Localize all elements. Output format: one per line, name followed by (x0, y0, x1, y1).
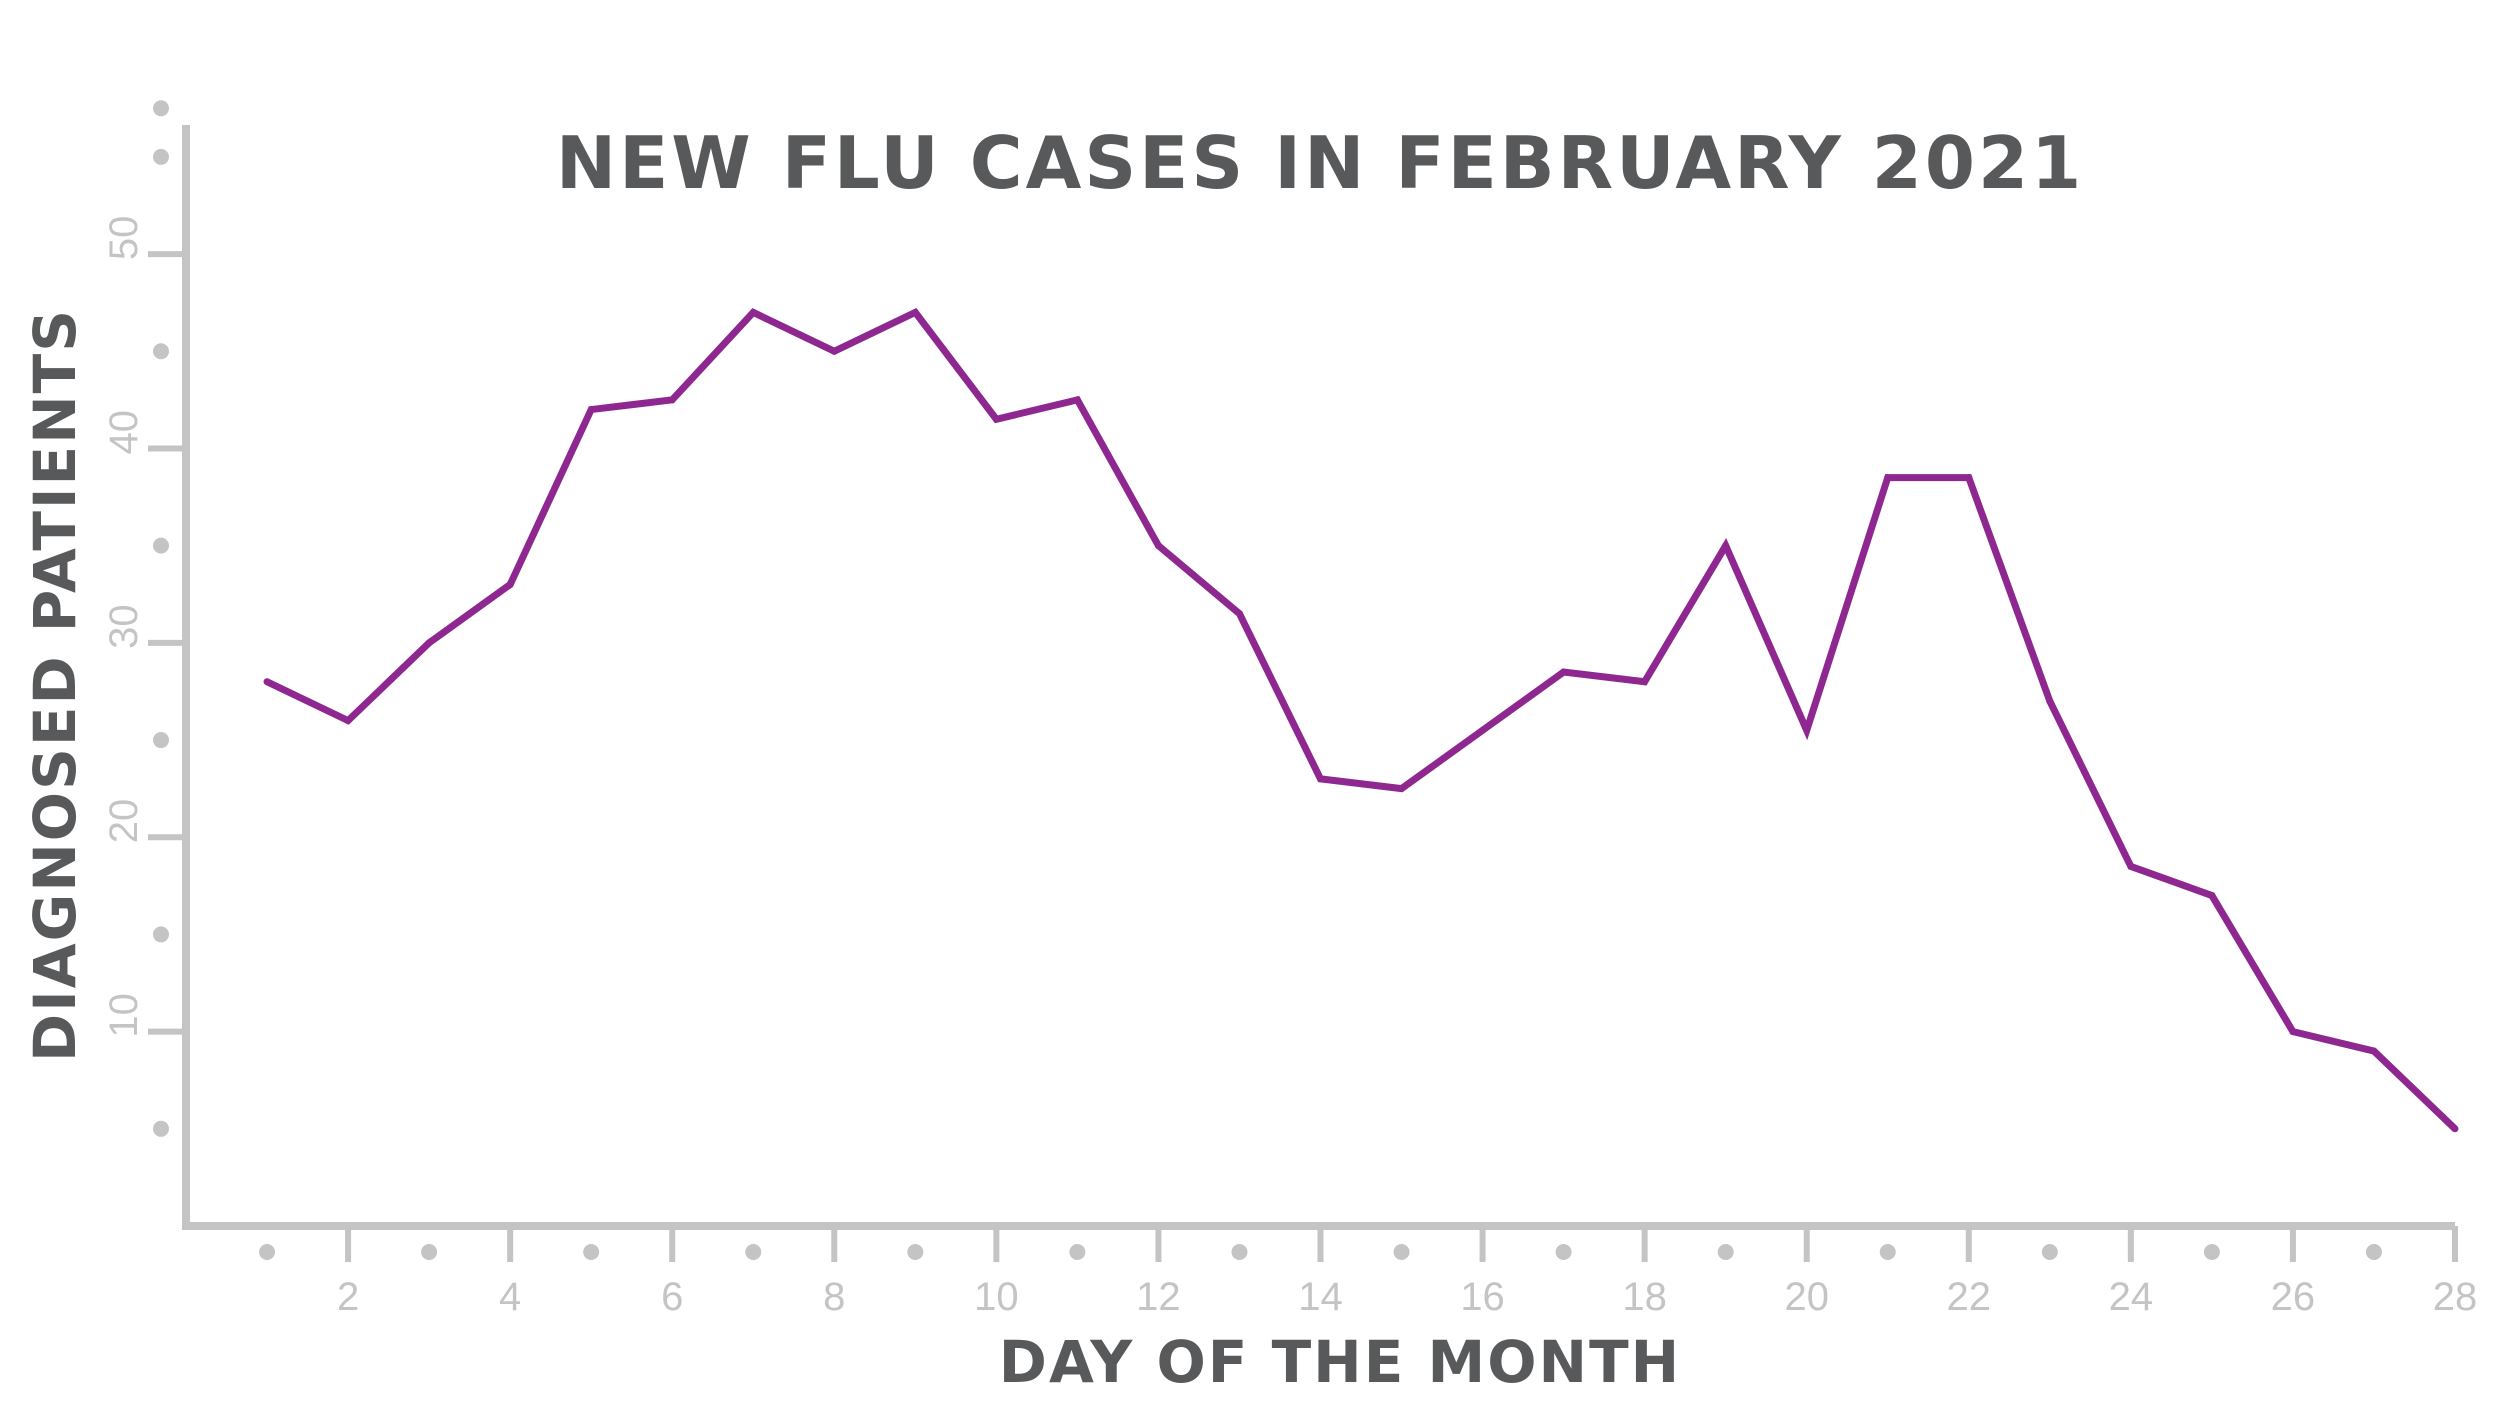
x-tick-dot (2365, 1244, 2382, 1260)
data-point (1641, 678, 1649, 686)
axes (182, 125, 2455, 1230)
data-points (263, 308, 2459, 1133)
x-tick-label: 8 (823, 1275, 845, 1319)
x-tick-label: 14 (1298, 1275, 1343, 1319)
y-tick-label: 20 (102, 799, 146, 844)
x-tick-dot (1069, 1244, 1086, 1260)
data-point (587, 406, 595, 414)
x-tick-dot (1555, 1244, 1572, 1260)
x-tick-label: 4 (499, 1275, 521, 1319)
data-point (668, 396, 676, 404)
x-tick-label: 20 (1784, 1275, 1829, 1319)
y-tick-dot (153, 148, 169, 165)
x-tick-dot (259, 1244, 276, 1260)
data-point (1722, 542, 1730, 550)
y-tick-label: 50 (102, 216, 146, 261)
y-tick-dot (153, 732, 169, 749)
data-point (1965, 474, 1973, 482)
x-tick-label: 26 (2271, 1275, 2316, 1319)
data-point (1235, 610, 1243, 618)
y-tick-label: 30 (102, 604, 146, 649)
x-tick-dot (1231, 1244, 1248, 1260)
x-axis-title: DAY OF THE MONTH (999, 1328, 1681, 1396)
x-tick-dot (745, 1244, 762, 1260)
x-tick-label: 18 (1622, 1275, 1667, 1319)
x-tick-label: 24 (2109, 1275, 2154, 1319)
data-point (263, 678, 271, 686)
chart-title: NEW FLU CASES IN FEBRUARY 2021 (556, 121, 2084, 205)
data-point (1884, 474, 1892, 482)
data-point (1317, 775, 1324, 783)
y-ticks: 10 20 30 40 50 (102, 100, 186, 1137)
x-tick-dot (1717, 1244, 1734, 1260)
data-point (1073, 396, 1081, 404)
data-point (506, 581, 514, 589)
y-tick-dot (153, 1120, 169, 1137)
y-tick-dot (153, 343, 169, 360)
data-point (1398, 785, 1406, 793)
x-tick-label: 12 (1136, 1275, 1181, 1319)
data-point (344, 717, 352, 725)
data-point (2127, 862, 2135, 870)
x-ticks: 2 4 6 8 10 12 14 16 18 20 22 24 26 28 (259, 1226, 2477, 1319)
y-tick-dot (153, 100, 169, 117)
y-tick-dot (153, 537, 169, 554)
data-point (2046, 697, 2054, 705)
data-point (1154, 542, 1162, 550)
y-axis-title: DIAGNOSED PATIENTS (21, 308, 89, 1062)
y-tick-label: 10 (102, 993, 146, 1038)
x-tick-label: 10 (974, 1275, 1019, 1319)
x-tick-dot (1879, 1244, 1896, 1260)
data-point (2370, 1047, 2378, 1055)
data-point (2289, 1028, 2297, 1036)
x-tick-dot (2203, 1244, 2220, 1260)
data-point (2451, 1125, 2459, 1133)
data-point (749, 308, 757, 316)
y-tick-label: 40 (102, 410, 146, 455)
x-tick-label: 22 (1947, 1275, 1992, 1319)
x-tick-dot (421, 1244, 438, 1260)
x-tick-label: 16 (1460, 1275, 1505, 1319)
data-point (830, 347, 838, 355)
x-tick-label: 28 (2433, 1275, 2478, 1319)
data-point (1803, 726, 1811, 734)
y-tick-dot (153, 926, 169, 943)
x-tick-dot (907, 1244, 924, 1260)
data-point (992, 415, 1000, 423)
x-tick-label: 6 (661, 1275, 683, 1319)
x-tick-dot (2041, 1244, 2058, 1260)
data-point (1560, 668, 1568, 676)
data-point (425, 639, 433, 647)
x-tick-label: 2 (337, 1275, 359, 1319)
series-line (265, 307, 2458, 1132)
x-tick-dot (1393, 1244, 1410, 1260)
data-point (911, 308, 919, 316)
data-point (1479, 726, 1487, 734)
x-tick-dot (583, 1244, 600, 1260)
data-point (2208, 892, 2216, 900)
